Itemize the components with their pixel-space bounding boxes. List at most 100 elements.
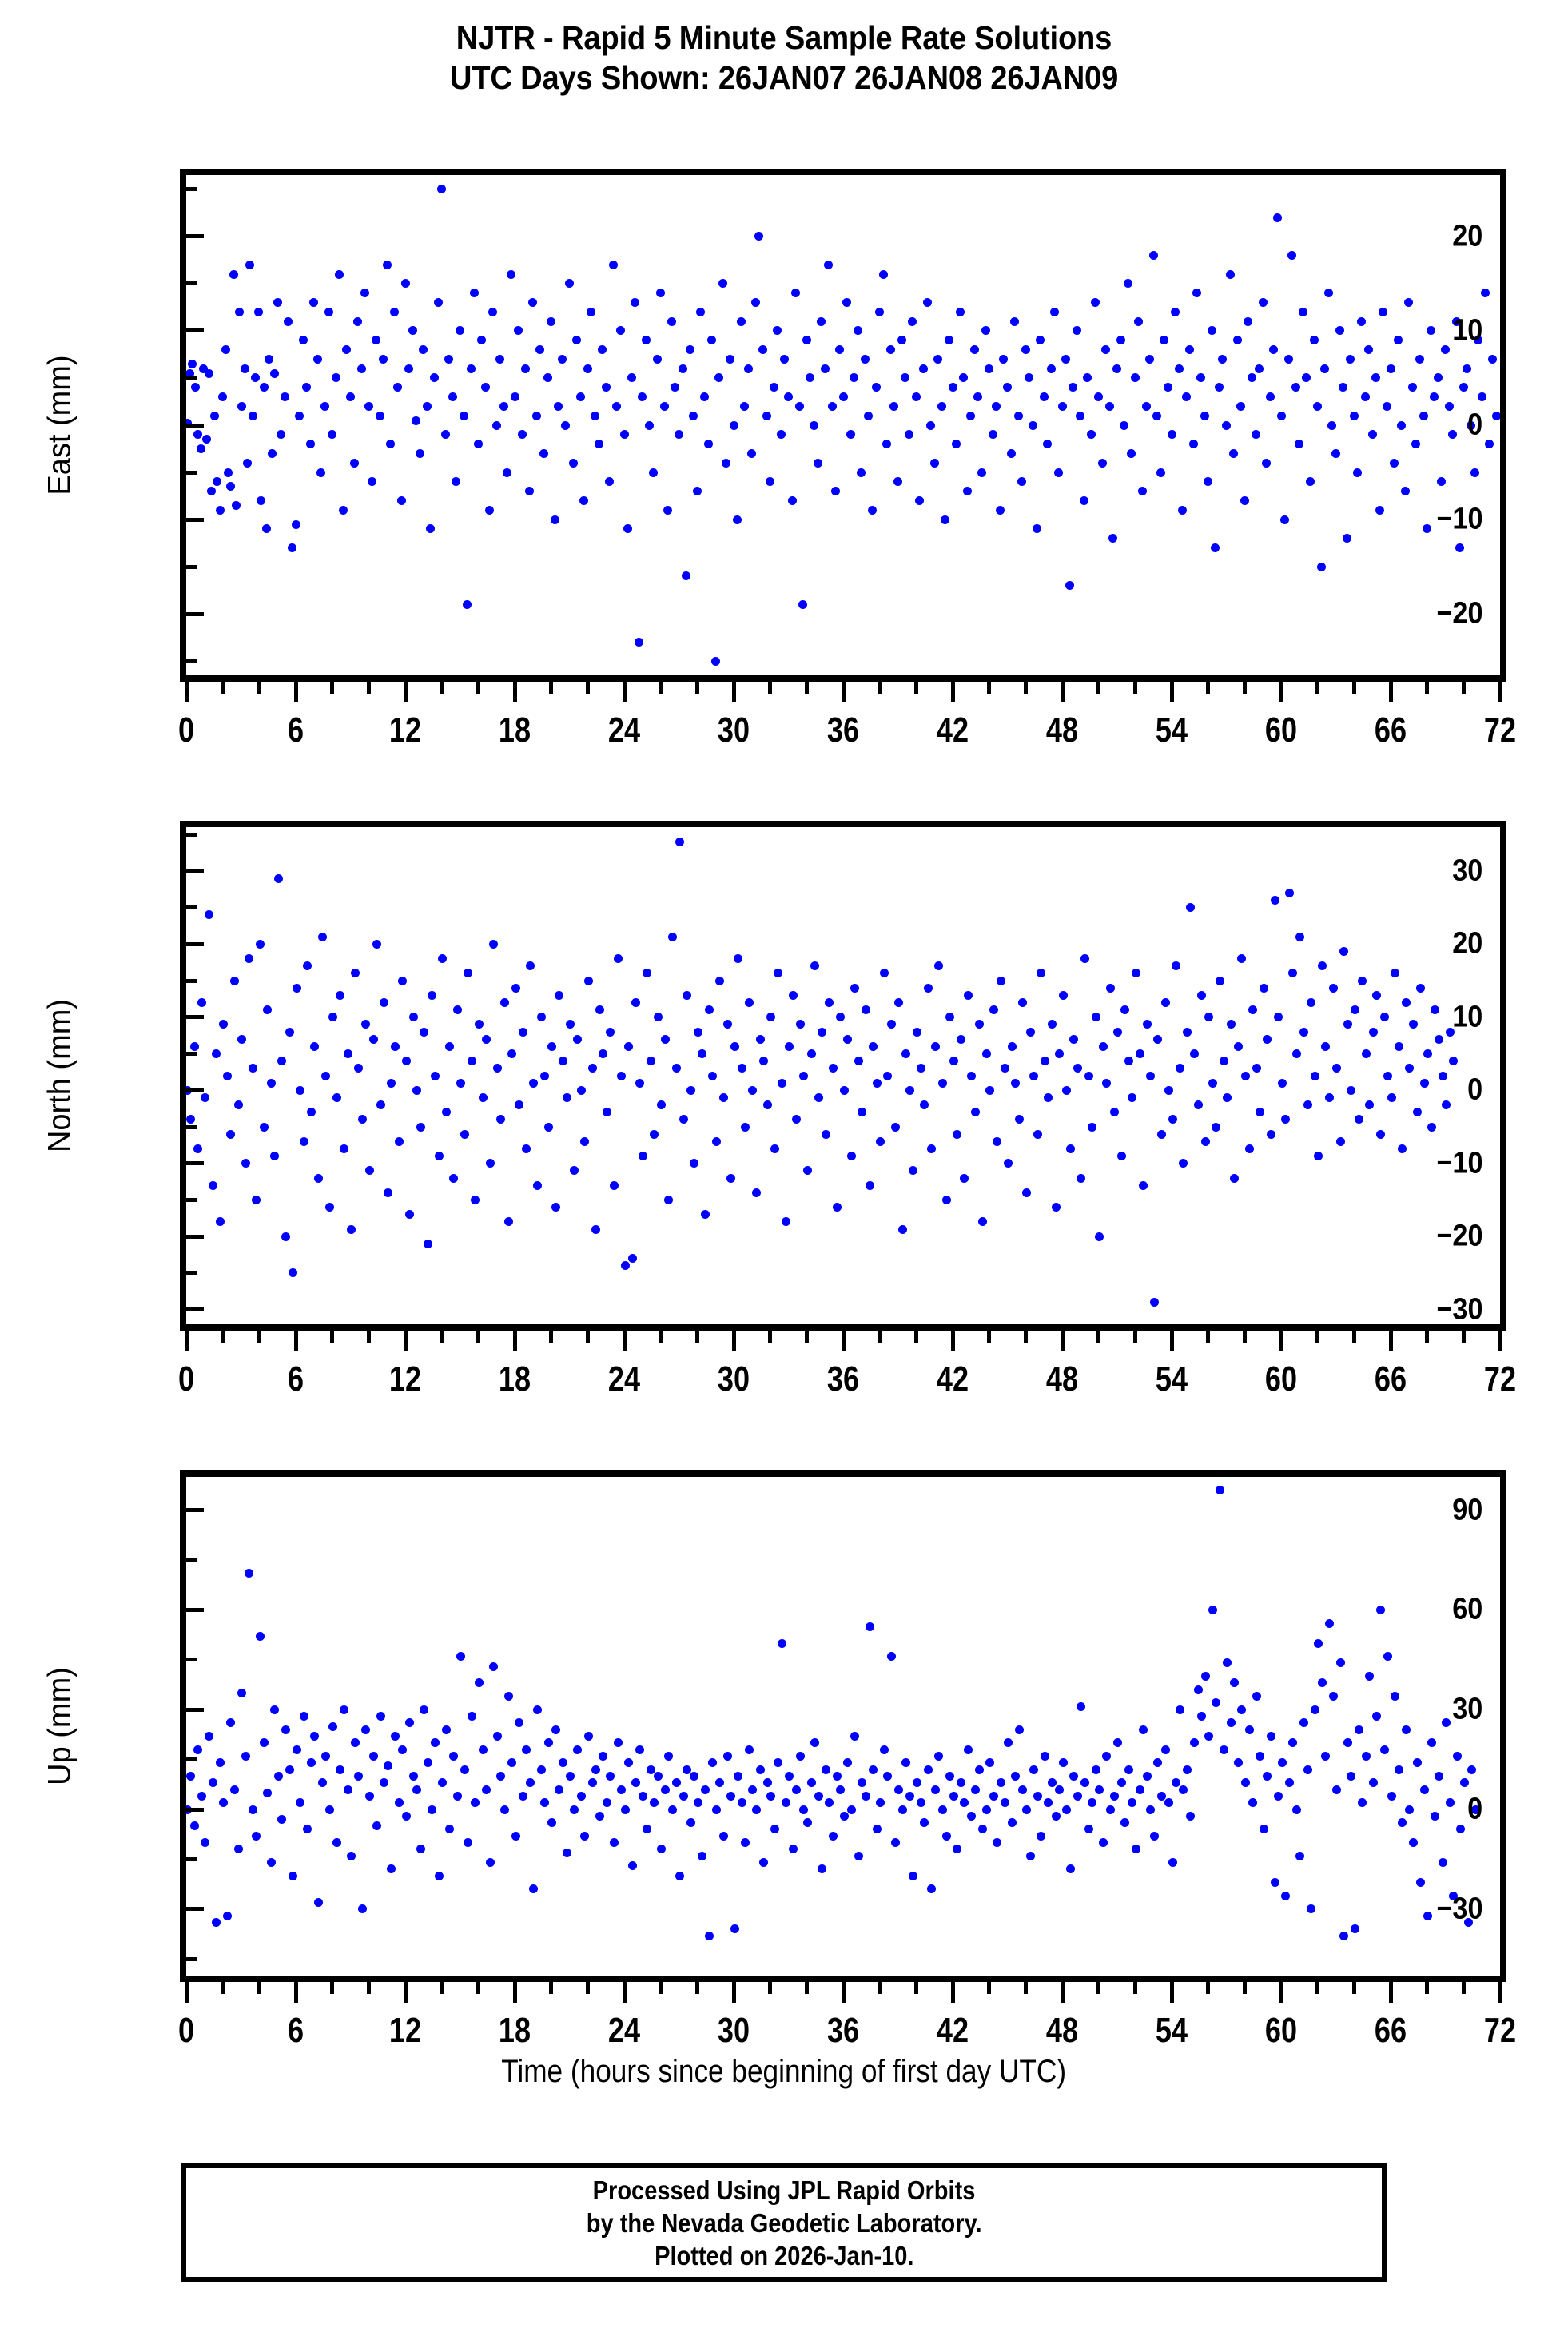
data-point [438, 954, 448, 964]
x-tick-minor-east [476, 682, 480, 694]
data-point [699, 392, 709, 402]
data-point [1124, 1765, 1133, 1774]
data-point [273, 1771, 283, 1781]
data-point [657, 1100, 667, 1110]
data-point [693, 1798, 702, 1808]
data-point [492, 1731, 502, 1741]
data-point [1263, 1771, 1272, 1781]
data-point [945, 1013, 955, 1022]
data-point [1409, 1020, 1419, 1029]
y-tick-east [186, 611, 204, 616]
x-tick-minor-east [659, 682, 663, 694]
x-tick-label-north: 30 [717, 1359, 750, 1399]
data-point [1025, 1851, 1035, 1860]
data-point [1216, 1486, 1224, 1495]
data-point [543, 1122, 553, 1132]
data-point [993, 1136, 1002, 1146]
x-tick-north [1498, 1331, 1502, 1351]
data-point [1448, 430, 1458, 440]
data-point [1135, 1049, 1144, 1059]
data-point [1269, 345, 1279, 354]
data-point [350, 1738, 360, 1748]
data-point [1349, 411, 1359, 420]
y-tick-label-up: 0 [1467, 1792, 1482, 1826]
data-point [794, 401, 804, 411]
data-point [280, 392, 289, 402]
data-point [901, 373, 910, 383]
x-tick-label-east: 42 [936, 710, 969, 750]
data-point [230, 1785, 239, 1794]
data-point [456, 1078, 466, 1088]
data-point [1298, 307, 1307, 316]
data-point [1073, 1064, 1082, 1073]
data-point [606, 1771, 615, 1781]
data-point [1039, 392, 1049, 402]
data-point [963, 990, 973, 1000]
data-point [834, 345, 844, 354]
data-point [281, 1725, 290, 1734]
data-point [240, 364, 249, 373]
x-tick-label-east: 54 [1155, 710, 1188, 750]
data-point [320, 401, 330, 411]
caption-box: Processed Using JPL Rapid Orbits by the … [181, 2163, 1387, 2282]
data-point [248, 411, 257, 420]
x-tick-minor-up [1351, 1982, 1356, 1994]
data-point [1113, 1027, 1123, 1037]
data-point [1204, 1013, 1214, 1022]
x-tick-label-north: 18 [498, 1359, 531, 1399]
data-point [1148, 250, 1158, 260]
data-point [1247, 373, 1256, 383]
data-point [1087, 430, 1096, 440]
data-point [309, 297, 319, 307]
data-point [918, 364, 928, 373]
data-point [398, 976, 408, 985]
x-tick-minor-up [1023, 1982, 1028, 1994]
data-point [324, 1805, 334, 1814]
data-point [1299, 1027, 1309, 1037]
data-point [518, 1027, 527, 1037]
data-point [328, 430, 337, 440]
data-point [1259, 983, 1268, 993]
data-point [682, 571, 691, 581]
x-tick-minor-up [878, 1982, 882, 1994]
data-point [1379, 1013, 1389, 1022]
data-point [1230, 1173, 1240, 1183]
data-point [562, 1092, 571, 1102]
data-point [525, 961, 535, 971]
x-tick-east [1498, 682, 1502, 702]
data-point [774, 969, 783, 978]
data-point [846, 1152, 856, 1161]
data-point [1032, 524, 1041, 534]
data-point [619, 430, 629, 440]
y-tick-minor-north [186, 832, 197, 837]
data-point [1062, 1805, 1072, 1814]
data-point [920, 1818, 929, 1828]
data-point [653, 1771, 663, 1781]
data-point [521, 364, 531, 373]
data-point [1347, 1771, 1356, 1781]
data-point [697, 1049, 706, 1059]
data-point [788, 1845, 798, 1854]
data-point [1094, 392, 1104, 402]
data-point [675, 1871, 685, 1880]
data-point [270, 1705, 280, 1714]
data-point [995, 505, 1005, 515]
data-point [1438, 1858, 1447, 1868]
data-point [569, 1805, 579, 1814]
y-tick-label-up: 30 [1451, 1692, 1482, 1726]
data-point [1274, 1791, 1283, 1801]
data-point [281, 1232, 290, 1241]
x-tick-minor-east [1206, 682, 1211, 694]
data-point [408, 326, 417, 336]
data-point [1444, 401, 1454, 411]
data-point [660, 1034, 670, 1044]
data-point [561, 420, 571, 430]
data-point [277, 430, 286, 440]
data-point [718, 279, 727, 289]
data-point [205, 910, 214, 920]
data-point [583, 1731, 593, 1741]
data-point [792, 1115, 802, 1124]
data-point [1248, 1005, 1258, 1015]
data-point [1101, 345, 1111, 354]
data-point [1160, 336, 1169, 345]
